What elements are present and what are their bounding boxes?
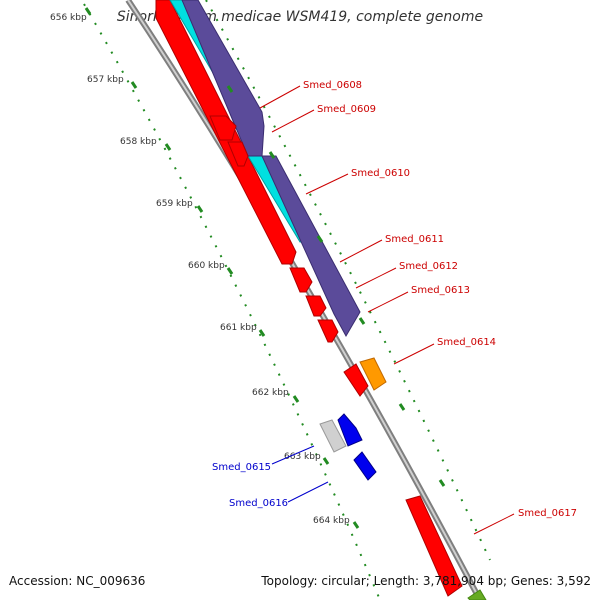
gene-label-smed-0617[interactable]: Smed_0617 — [518, 508, 577, 519]
ruler-label-660: 660 kbp — [188, 261, 225, 271]
ruler-label-662: 662 kbp — [252, 388, 289, 398]
label-leaders-blue — [271, 445, 329, 503]
gene-smed-0614-orange — [359, 357, 387, 391]
gene-smed-0613 — [317, 319, 339, 343]
gene-smed-0614-red — [343, 363, 369, 397]
gene-label-smed-0616[interactable]: Smed_0616 — [229, 498, 288, 509]
gene-label-smed-0614[interactable]: Smed_0614 — [437, 337, 496, 348]
ruler-major-ticks — [226, 85, 446, 487]
ruler-inner-major-ticks — [84, 7, 360, 529]
gene-smed-0616 — [353, 451, 377, 481]
gene-smed-0611 — [289, 267, 313, 293]
ruler-label-658: 658 kbp — [120, 137, 157, 147]
gene-smed-0612 — [305, 295, 327, 317]
purple-band — [181, 0, 265, 157]
accession-text: Accession: NC_009636 — [9, 574, 146, 588]
gene-label-smed-0615[interactable]: Smed_0615 — [212, 462, 271, 473]
gene-green-partial — [467, 589, 487, 600]
gene-label-smed-0613[interactable]: Smed_0613 — [411, 285, 470, 296]
gene-smed-0615-grey — [319, 419, 347, 453]
ruler-label-664: 664 kbp — [313, 516, 350, 526]
ruler-inner-dots — [83, 3, 381, 600]
gene-label-smed-0611[interactable]: Smed_0611 — [385, 234, 444, 245]
gene-track-top — [155, 0, 361, 343]
topology-summary: Topology: circular; Length: 3,781,904 bp… — [261, 574, 591, 588]
gene-label-smed-0608[interactable]: Smed_0608 — [303, 80, 362, 91]
gene-label-smed-0610[interactable]: Smed_0610 — [351, 168, 410, 179]
gene-smed-0609 — [209, 115, 237, 141]
ruler-label-656: 656 kbp — [50, 13, 87, 23]
gene-smed-0617 — [405, 495, 463, 597]
ruler-label-657: 657 kbp — [87, 75, 124, 85]
ruler-label-659: 659 kbp — [156, 199, 193, 209]
gene-smed-0610 — [227, 141, 249, 167]
label-leaders — [259, 85, 515, 535]
gene-label-smed-0609[interactable]: Smed_0609 — [317, 104, 376, 115]
gene-smed-0615-blue — [337, 413, 363, 447]
gene-label-smed-0612[interactable]: Smed_0612 — [399, 261, 458, 272]
ruler-label-661: 661 kbp — [220, 323, 257, 333]
ruler-label-663: 663 kbp — [284, 452, 321, 462]
